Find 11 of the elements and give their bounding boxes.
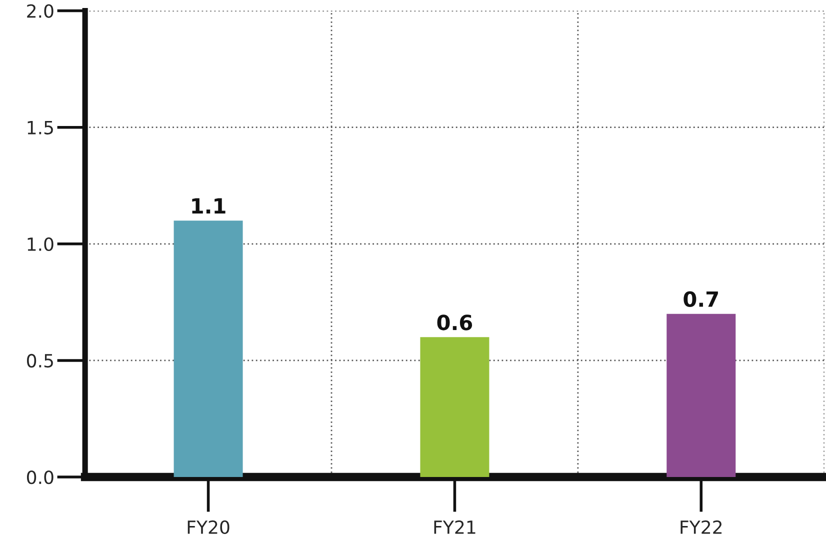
y-tick-label: 0.0 — [27, 470, 54, 484]
data-label: 0.6 — [437, 314, 472, 330]
y-tick-label: 0.5 — [27, 354, 53, 368]
data-label: 0.7 — [684, 291, 718, 308]
data-label: 1.1 — [192, 198, 226, 214]
y-tick-label: 1.0 — [28, 237, 54, 252]
x-tick-label: FY22 — [680, 520, 722, 534]
y-tick-label: 1.5 — [28, 121, 53, 134]
x-tick-label: FY20 — [188, 520, 230, 534]
x-tick-label: FY21 — [434, 520, 476, 534]
y-tick-label: 2.0 — [27, 4, 54, 18]
